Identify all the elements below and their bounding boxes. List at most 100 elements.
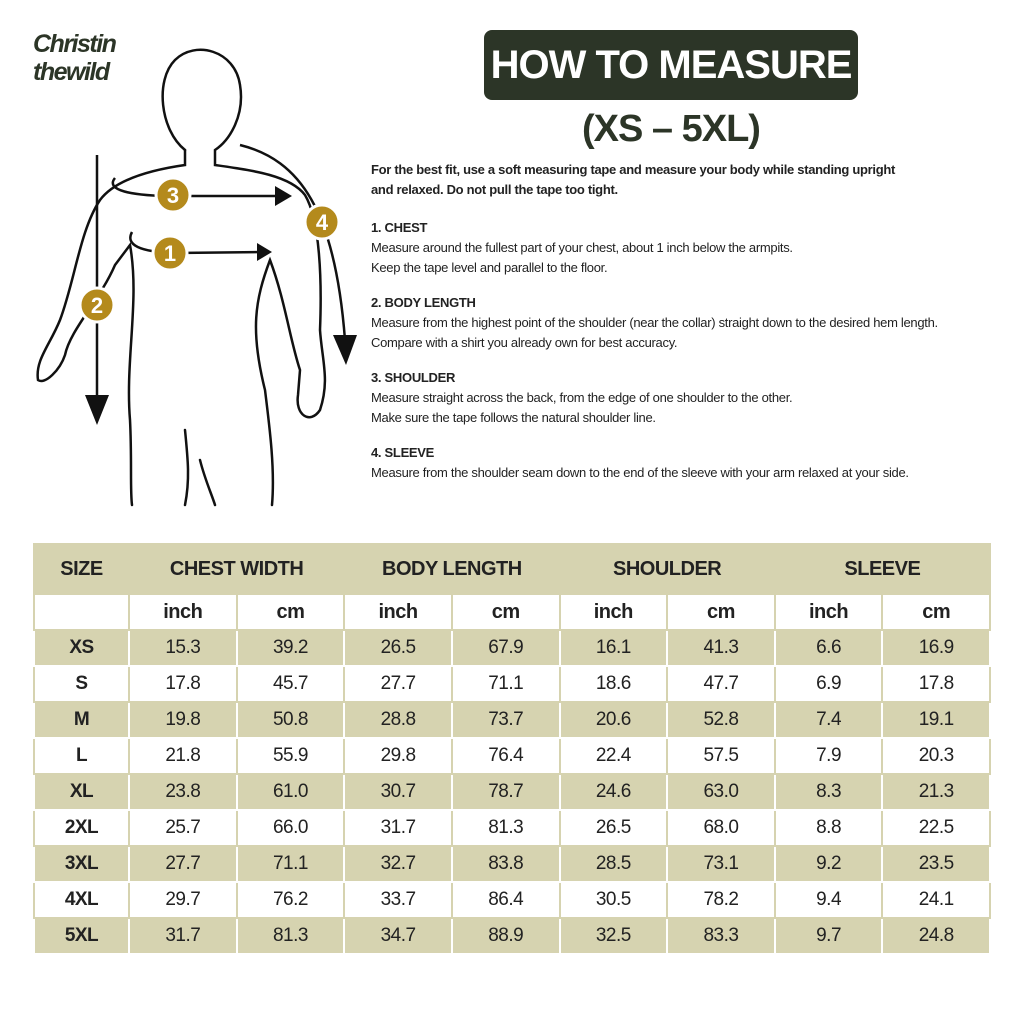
value-cell: 24.6	[558, 773, 669, 811]
empty-cell	[33, 593, 130, 631]
value-cell: 81.3	[235, 917, 346, 955]
arrowhead	[275, 186, 292, 206]
value-cell: 22.4	[558, 737, 669, 775]
step-title: 1. CHEST	[371, 220, 428, 235]
value-cell: 73.1	[666, 845, 776, 883]
value-cell: 31.7	[128, 917, 238, 955]
steps: 1. CHEST Measure around the fullest part …	[371, 218, 986, 483]
intro: For the best fit, use a soft measuring t…	[371, 162, 896, 197]
step-title: 4. SLEEVE	[371, 445, 435, 460]
value-cell: 57.5	[666, 737, 776, 775]
table-row: M 19.8 50.8 28.8 73.7 20.6 52.8 7.4 19.1	[33, 701, 991, 739]
value-cell: 9.4	[773, 881, 884, 919]
marker-label: 2	[91, 293, 103, 318]
value-cell: 41.3	[666, 629, 776, 667]
header-cell: SIZE	[33, 543, 130, 595]
value-cell: 8.8	[773, 809, 884, 847]
size-cell: 3XL	[33, 845, 130, 883]
marker-label: 1	[164, 241, 176, 266]
step: 3. SHOULDER Measure straight across the b…	[371, 368, 986, 428]
value-cell: 7.9	[773, 737, 884, 775]
step: 4. SLEEVE Measure from the shoulder seam …	[371, 443, 986, 483]
size-cell: XL	[33, 773, 130, 811]
value-cell: 66.0	[235, 809, 346, 847]
value-cell: 73.7	[450, 701, 561, 739]
value-cell: 6.6	[773, 629, 884, 667]
value-cell: 23.8	[128, 773, 238, 811]
value-cell: 52.8	[666, 701, 776, 739]
value-cell: 76.4	[450, 737, 561, 775]
title: HOW TO MEASURE	[484, 30, 858, 100]
value-cell: 26.5	[558, 809, 669, 847]
value-cell: 22.5	[881, 809, 991, 847]
value-cell: 16.9	[881, 629, 991, 667]
marker	[151, 234, 189, 272]
value-cell: 20.6	[558, 701, 669, 739]
table-row: 4XL 29.7 76.2 33.7 86.4 30.5 78.2 9.4 24.1	[33, 881, 991, 919]
subtitle: (XS – 5XL)	[582, 108, 761, 150]
value-cell: 7.4	[773, 701, 884, 739]
step-text: Compare with a shirt you already own for…	[371, 335, 678, 350]
marker-label: 3	[167, 183, 179, 208]
header-cell: CHEST WIDTH	[127, 543, 346, 595]
size-cell: L	[33, 737, 130, 775]
value-cell: 24.8	[881, 917, 991, 955]
step: 1. CHEST Measure around the fullest part …	[371, 218, 986, 278]
figure-outline	[161, 48, 327, 507]
marker	[303, 203, 341, 241]
value-cell: 34.7	[343, 917, 453, 955]
value-cell: 24.1	[881, 881, 991, 919]
figure-outline	[183, 428, 217, 507]
value-cell: 17.8	[128, 665, 238, 703]
header-cell: BODY LENGTH	[343, 543, 561, 595]
table-row: 5XL 31.7 81.3 34.7 88.9 32.5 83.3 9.7 24.8	[33, 917, 991, 955]
header-cell: SHOULDER	[558, 543, 776, 595]
value-cell: 27.7	[128, 845, 238, 883]
size-table: SIZE CHEST WIDTH BODY LENGTH SHOULDER SLEEVE…	[33, 543, 992, 955]
value-cell: 9.2	[773, 845, 884, 883]
marker	[154, 176, 192, 214]
value-cell: 9.7	[773, 917, 884, 955]
value-cell: 78.2	[666, 881, 776, 919]
value-cell: 71.1	[235, 845, 346, 883]
value-cell: 25.7	[128, 809, 238, 847]
value-cell: 23.5	[881, 845, 991, 883]
table-row: 3XL 27.7 71.1 32.7 83.8 28.5 73.1 9.2 23.5	[33, 845, 991, 883]
value-cell: 61.0	[235, 773, 346, 811]
size-cell: S	[33, 665, 130, 703]
value-cell: 47.7	[666, 665, 776, 703]
arrow	[239, 143, 347, 341]
value-cell: 30.7	[343, 773, 453, 811]
value-cell: 76.2	[235, 881, 346, 919]
value-cell: 18.6	[558, 665, 669, 703]
value-cell: 86.4	[450, 881, 561, 919]
unit-cell: inch	[128, 593, 238, 631]
step-text: Measure from the shoulder seam down to t…	[371, 465, 909, 480]
value-cell: 26.5	[343, 629, 453, 667]
instructions: For the best fit, use a soft measuring t…	[371, 160, 986, 498]
value-cell: 45.7	[235, 665, 346, 703]
value-cell: 67.9	[450, 629, 561, 667]
value-cell: 19.8	[128, 701, 238, 739]
unit-cell: cm	[666, 593, 776, 631]
table-row: XL 23.8 61.0 30.7 78.7 24.6 63.0 8.3 21.3	[33, 773, 991, 811]
value-cell: 32.7	[343, 845, 453, 883]
value-cell: 63.0	[666, 773, 776, 811]
value-cell: 81.3	[450, 809, 561, 847]
arrowhead	[333, 335, 357, 365]
header-row: SIZE CHEST WIDTH BODY LENGTH SHOULDER SLEEVE	[33, 543, 992, 595]
step-text: Measure from the highest point of the sh…	[371, 315, 938, 330]
step-title: 2. BODY LENGTH	[371, 295, 476, 310]
step-text: Measure straight across the back, from t…	[371, 390, 793, 405]
arrow	[111, 177, 280, 198]
step-text: Measure around the fullest part of your …	[371, 240, 793, 255]
logo: Christin thewild	[33, 30, 117, 86]
value-cell: 17.8	[881, 665, 991, 703]
figure-outline	[36, 148, 187, 507]
table-row: 2XL 25.7 66.0 31.7 81.3 26.5 68.0 8.8 22.5	[33, 809, 991, 847]
size-cell: M	[33, 701, 130, 739]
unit-cell: inch	[343, 593, 453, 631]
step-text: Keep the tape level and parallel to the …	[371, 260, 608, 275]
size-cell: 5XL	[33, 917, 130, 955]
